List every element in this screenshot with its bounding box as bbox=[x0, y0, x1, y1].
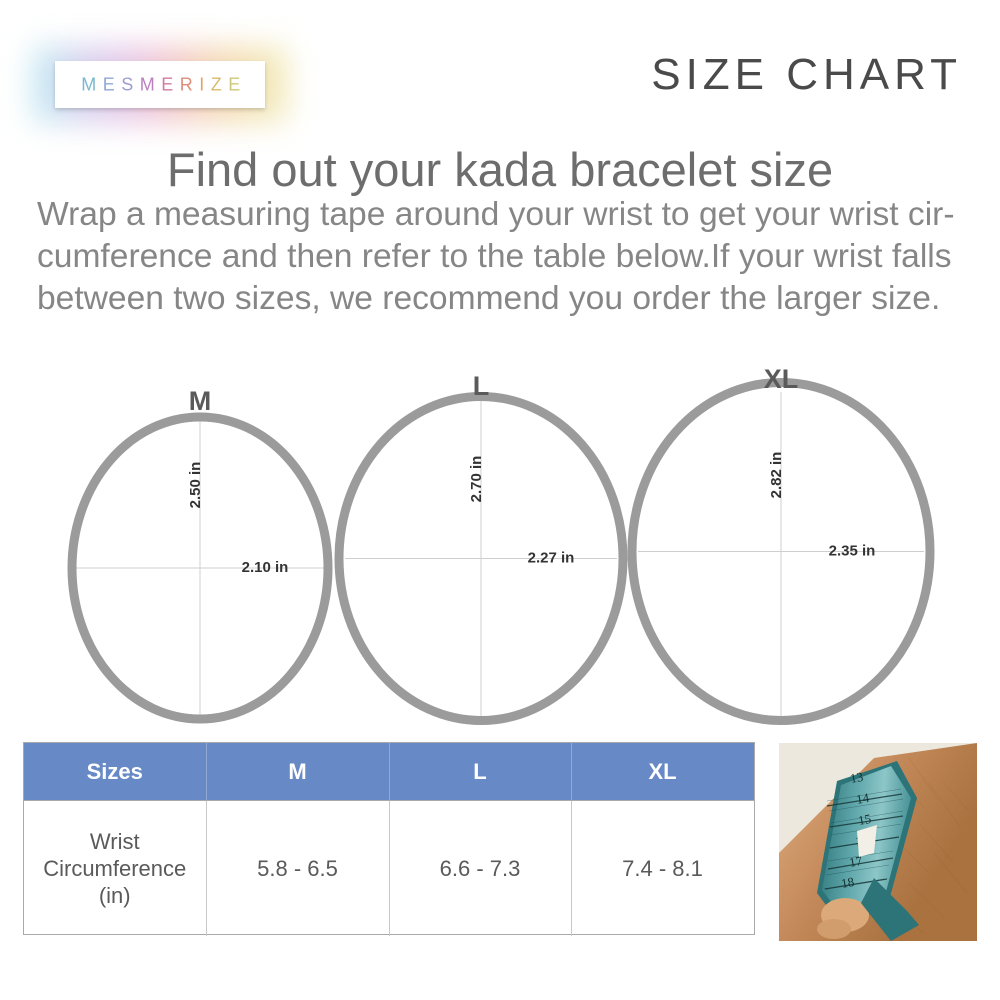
svg-text:18: 18 bbox=[840, 874, 855, 891]
svg-text:2.82 in: 2.82 in bbox=[768, 452, 785, 499]
svg-text:2.35 in: 2.35 in bbox=[829, 543, 876, 560]
svg-text:M: M bbox=[189, 386, 212, 416]
svg-text:XL: XL bbox=[764, 364, 799, 394]
svg-text:2.70 in: 2.70 in bbox=[468, 456, 485, 503]
svg-text:13: 13 bbox=[849, 769, 864, 786]
svg-text:L: L bbox=[473, 371, 490, 401]
svg-text:15: 15 bbox=[857, 811, 872, 828]
svg-text:2.27 in: 2.27 in bbox=[528, 550, 575, 567]
svg-text:2.10 in: 2.10 in bbox=[242, 559, 289, 576]
svg-text:2.50 in: 2.50 in bbox=[187, 462, 204, 509]
